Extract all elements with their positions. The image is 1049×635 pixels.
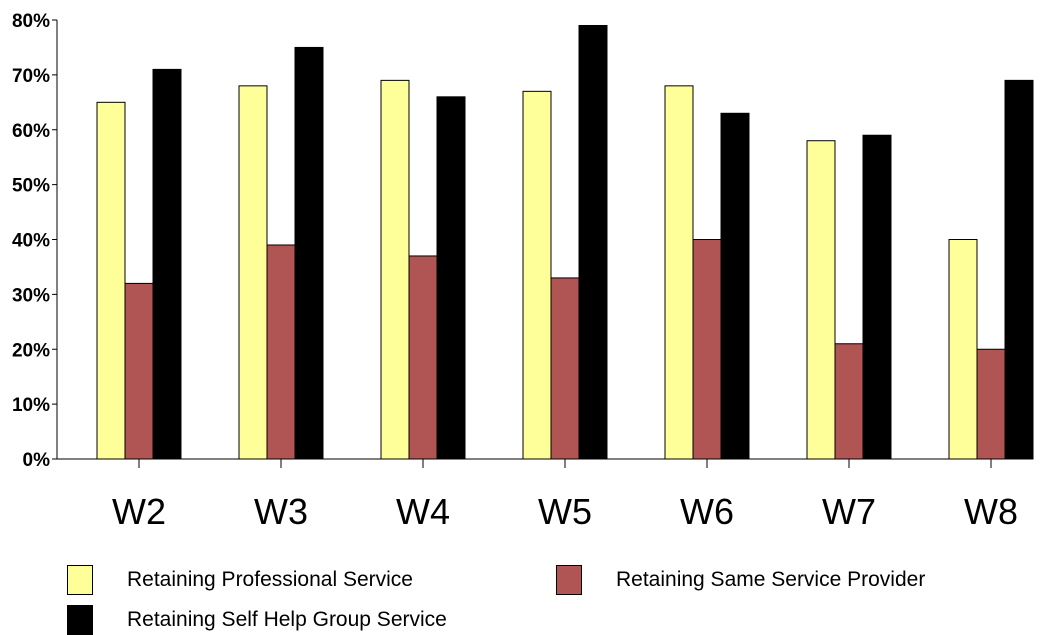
- bar-w7-series-2: [862, 134, 892, 460]
- x-tick-label: W5: [538, 491, 592, 532]
- x-tick-label: W6: [680, 491, 734, 532]
- y-tick-label: 50%: [12, 176, 50, 197]
- x-tick-label: W8: [964, 491, 1018, 532]
- y-tick-label: 20%: [12, 340, 50, 361]
- y-tick-label: 80%: [12, 11, 50, 32]
- bar-w3-series-0: [238, 85, 268, 460]
- bar-w8-series-2: [1004, 79, 1034, 460]
- y-tick-label: 60%: [12, 121, 50, 142]
- x-tick-label: W4: [396, 491, 450, 532]
- x-tick-label: W7: [822, 491, 876, 532]
- bar-w6-series-1: [692, 239, 722, 460]
- x-tick-label: W2: [112, 491, 166, 532]
- bar-w6-series-0: [664, 85, 694, 460]
- bar-w6-series-2: [720, 112, 750, 460]
- y-tick-label: 0%: [23, 450, 51, 471]
- bar-w7-series-1: [834, 343, 864, 460]
- y-tick-label: 30%: [12, 285, 50, 306]
- x-tick-label: W3: [254, 491, 308, 532]
- bar-w5-series-2: [578, 24, 608, 460]
- x-axis: W2 W3 W4 W5 W6 W7 W8: [57, 458, 1033, 532]
- bar-w5-series-1: [550, 277, 580, 460]
- bar-w4-series-2: [436, 96, 466, 460]
- bar-w4-series-0: [380, 79, 410, 460]
- bar-w2-series-2: [152, 68, 182, 460]
- bar-w2-series-0: [96, 101, 126, 460]
- bars: [96, 24, 1034, 460]
- bar-w7-series-0: [806, 140, 836, 460]
- bar-w5-series-0: [522, 90, 552, 460]
- y-tick-label: 70%: [12, 66, 50, 87]
- bar-w2-series-1: [124, 282, 154, 460]
- bar-w8-series-0: [948, 239, 978, 460]
- y-axis: 0% 10% 20% 30% 40% 50% 60% 70% 80%: [12, 11, 58, 471]
- y-tick-label: 10%: [12, 395, 50, 416]
- bar-w3-series-2: [294, 46, 324, 460]
- bar-w4-series-1: [408, 255, 438, 460]
- y-tick-label: 40%: [12, 231, 50, 252]
- bar-w3-series-1: [266, 244, 296, 460]
- bar-w8-series-1: [976, 348, 1006, 460]
